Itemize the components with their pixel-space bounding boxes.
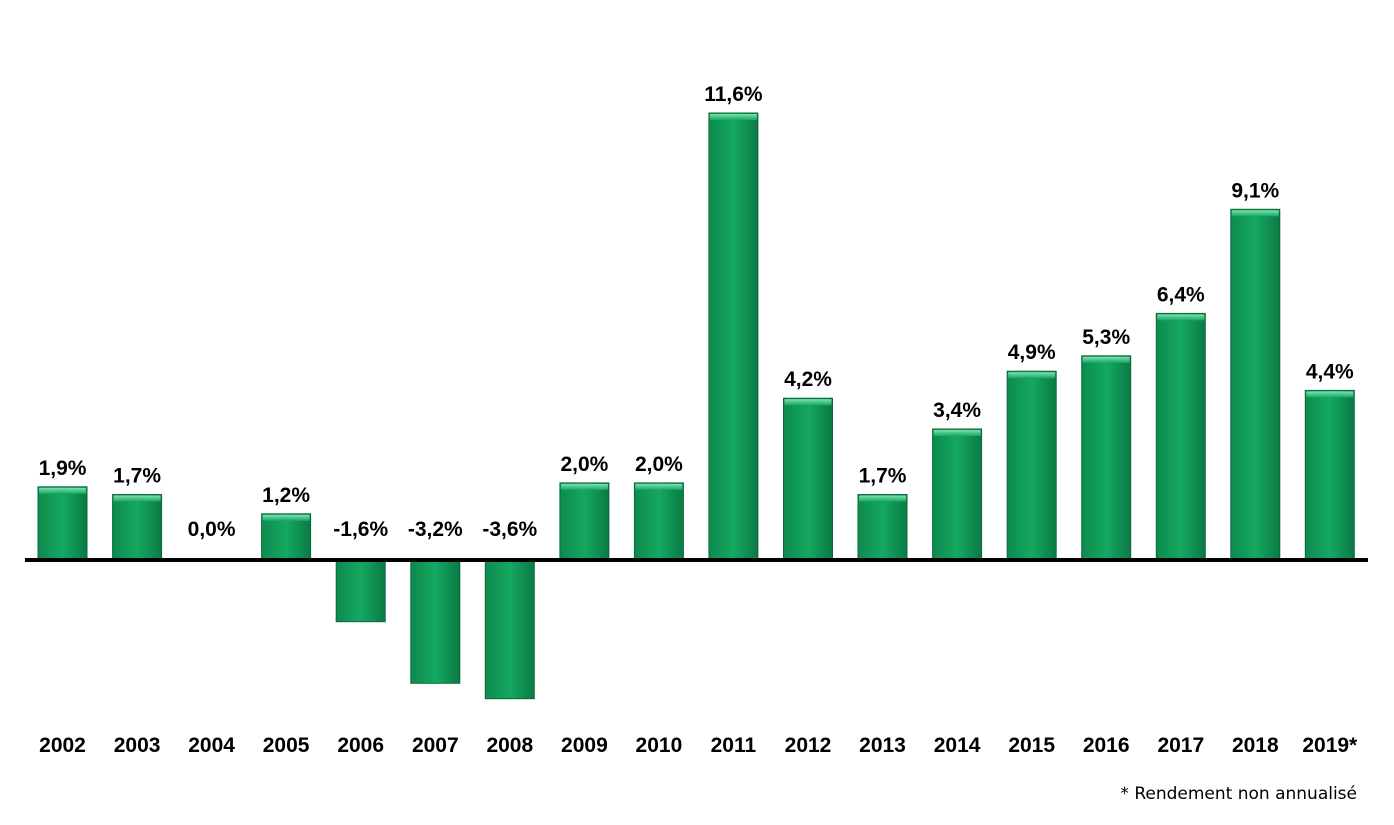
- category-label-2014: 2014: [934, 734, 981, 757]
- value-label-2011: 11,6%: [704, 83, 763, 106]
- category-label-2006: 2006: [337, 734, 384, 757]
- value-label-2018: 9,1%: [1231, 179, 1279, 202]
- value-label-2006: -1,6%: [333, 518, 388, 541]
- category-label-2002: 2002: [39, 734, 86, 757]
- bar-highlight-2013: [859, 495, 906, 502]
- category-label-2012: 2012: [785, 734, 832, 757]
- bar-2007: [410, 559, 461, 684]
- bar-2003: [112, 494, 163, 561]
- bar-2014: [932, 428, 983, 561]
- bar-2016: [1081, 355, 1132, 561]
- value-label-2019*: 4,4%: [1306, 360, 1354, 383]
- bar-highlight-2005: [262, 514, 310, 521]
- footnote: * Rendement non annualisé: [1120, 784, 1357, 804]
- category-label-2004: 2004: [188, 734, 235, 757]
- category-label-2008: 2008: [486, 734, 533, 757]
- value-label-2015: 4,9%: [1008, 341, 1056, 364]
- bar-2008: [484, 559, 535, 700]
- value-label-2013: 1,7%: [859, 465, 907, 488]
- value-label-2007: -3,2%: [408, 518, 463, 541]
- value-label-2004: 0,0%: [188, 518, 236, 541]
- bar-highlight-2016: [1082, 356, 1130, 363]
- value-label-2016: 5,3%: [1082, 326, 1130, 349]
- category-label-2003: 2003: [114, 734, 161, 757]
- value-label-2008: -3,6%: [482, 518, 537, 541]
- bar-2002: [37, 486, 88, 561]
- value-label-2017: 6,4%: [1157, 283, 1205, 306]
- category-label-2009: 2009: [561, 734, 608, 757]
- bar-2009: [559, 482, 610, 561]
- value-label-2005: 1,2%: [262, 484, 310, 507]
- bar-2018: [1230, 208, 1281, 561]
- bar-2005: [261, 513, 312, 561]
- category-label-2016: 2016: [1083, 734, 1130, 757]
- bar-2013: [857, 494, 908, 561]
- category-label-2019*: 2019*: [1302, 734, 1358, 757]
- bar-2019*: [1304, 389, 1355, 561]
- category-label-2018: 2018: [1232, 734, 1279, 757]
- bar-highlight-2003: [113, 495, 161, 502]
- bar-highlight-2010: [635, 483, 683, 490]
- bar-highlight-2019*: [1306, 391, 1354, 398]
- value-label-2010: 2,0%: [635, 453, 683, 476]
- bar-2006: [335, 559, 386, 623]
- bar-highlight-2018: [1231, 210, 1279, 217]
- value-label-2002: 1,9%: [39, 457, 87, 480]
- bar-highlight-2009: [560, 483, 608, 490]
- bar-2012: [783, 397, 833, 561]
- bar-highlight-2002: [39, 487, 86, 494]
- category-label-2017: 2017: [1157, 734, 1204, 757]
- bar-2011: [708, 112, 759, 561]
- bar-2017: [1155, 312, 1206, 561]
- category-label-2005: 2005: [263, 734, 310, 757]
- category-label-2011: 2011: [711, 734, 757, 757]
- bar-highlight-2012: [784, 399, 832, 406]
- bar-highlight-2015: [1008, 372, 1056, 379]
- bar-2015: [1006, 370, 1057, 561]
- value-label-2003: 1,7%: [113, 465, 161, 488]
- category-label-2015: 2015: [1008, 734, 1055, 757]
- bar-highlight-2017: [1157, 314, 1205, 321]
- value-label-2012: 4,2%: [784, 368, 832, 391]
- bar-highlight-2011: [709, 114, 757, 120]
- bar-highlight-2014: [933, 430, 981, 436]
- category-label-2010: 2010: [636, 734, 683, 757]
- category-label-2013: 2013: [859, 734, 906, 757]
- category-label-2007: 2007: [412, 734, 459, 757]
- bar-2010: [633, 482, 684, 561]
- value-label-2009: 2,0%: [560, 453, 608, 476]
- value-label-2014: 3,4%: [933, 399, 981, 422]
